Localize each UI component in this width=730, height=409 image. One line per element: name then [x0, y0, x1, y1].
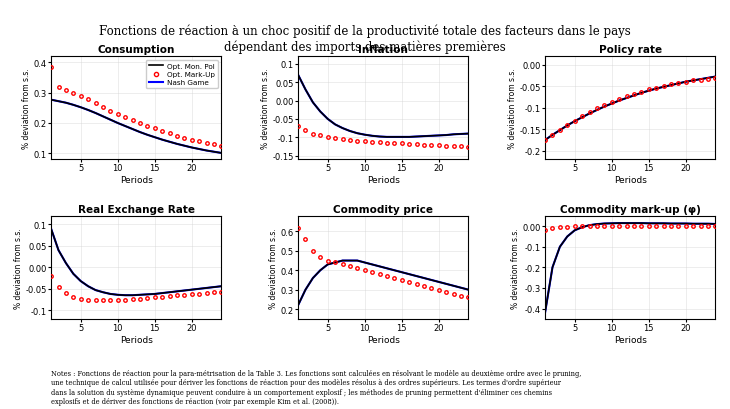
Y-axis label: % deviation from s.s.: % deviation from s.s. [261, 68, 270, 149]
Text: Fonctions de réaction à un choc positif de la productivité totale des facteurs d: Fonctions de réaction à un choc positif … [99, 25, 631, 54]
Y-axis label: % deviation from s.s.: % deviation from s.s. [508, 68, 517, 149]
Title: Consumption: Consumption [98, 45, 175, 55]
Y-axis label: % deviation from s.s.: % deviation from s.s. [14, 227, 23, 308]
Y-axis label: % deviation from s.s.: % deviation from s.s. [22, 68, 31, 149]
X-axis label: Periods: Periods [120, 335, 153, 344]
Title: Commodity price: Commodity price [334, 204, 433, 214]
Text: Notes : Fonctions de réaction pour la para-métrisation de la Table 3. Les foncti: Notes : Fonctions de réaction pour la pa… [51, 369, 582, 405]
X-axis label: Periods: Periods [120, 176, 153, 185]
X-axis label: Periods: Periods [614, 335, 647, 344]
Title: Real Exchange Rate: Real Exchange Rate [78, 204, 195, 214]
X-axis label: Periods: Periods [366, 335, 400, 344]
Y-axis label: % deviation from s.s.: % deviation from s.s. [269, 227, 278, 308]
X-axis label: Periods: Periods [614, 176, 647, 185]
Title: Inflation: Inflation [358, 45, 408, 55]
Legend: Opt. Mon. Pol, Opt. Mark-Up, Nash Game: Opt. Mon. Pol, Opt. Mark-Up, Nash Game [146, 61, 218, 89]
Y-axis label: % deviation from s.s.: % deviation from s.s. [511, 227, 520, 308]
Title: Commodity mark-up (φ): Commodity mark-up (φ) [560, 204, 701, 214]
X-axis label: Periods: Periods [366, 176, 400, 185]
Title: Policy rate: Policy rate [599, 45, 662, 55]
